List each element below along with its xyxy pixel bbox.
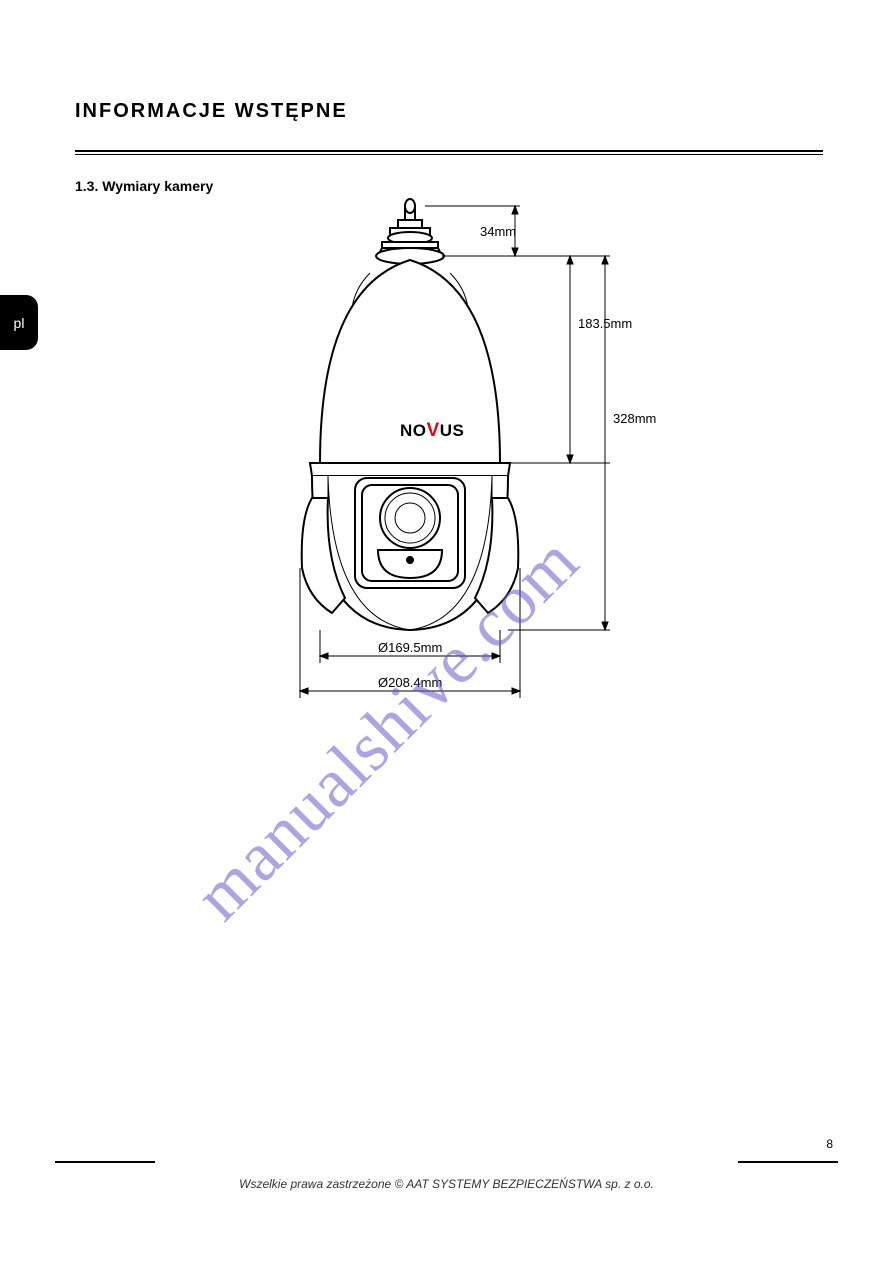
brand-logo: NOVUS xyxy=(400,420,464,442)
brand-post: US xyxy=(440,421,465,440)
dim-total-height: 328mm xyxy=(613,411,656,426)
footer-rule-left xyxy=(55,1161,155,1163)
brand-pre: NO xyxy=(400,421,427,440)
header-rule xyxy=(75,150,823,155)
page-header: INFORMACJE WSTĘPNE xyxy=(75,100,823,123)
dim-outer-diameter: Ø208.4mm xyxy=(378,675,442,690)
camera-dimension-diagram: 34mm 183.5mm 328mm Ø169.5mm Ø208.4mm NOV… xyxy=(270,198,670,708)
footer-rule-right xyxy=(738,1161,838,1163)
brand-v: V xyxy=(427,420,440,441)
language-tab: pl xyxy=(0,295,38,350)
page-number: 8 xyxy=(826,1137,833,1151)
dim-inner-diameter: Ø169.5mm xyxy=(378,640,442,655)
footer-copyright: Wszelkie prawa zastrzeżone © AAT SYSTEMY… xyxy=(0,1177,893,1191)
dim-gland-height: 34mm xyxy=(480,224,516,239)
section-label: 1.3. Wymiary kamery xyxy=(75,178,213,194)
dim-dome-upper-height: 183.5mm xyxy=(578,316,632,331)
